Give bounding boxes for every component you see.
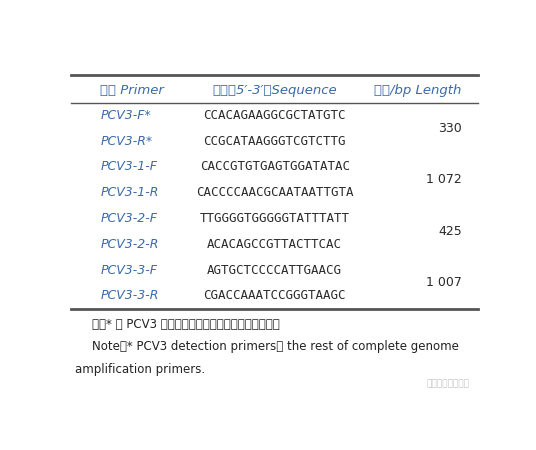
Text: CCGCATAAGGGTCGTCTTG: CCGCATAAGGGTCGTCTTG	[204, 135, 346, 148]
Text: PCV3-R*: PCV3-R*	[100, 135, 152, 148]
Text: CACCCCAACGCAATAATTGTA: CACCCCAACGCAATAATTGTA	[196, 186, 353, 199]
Text: PCV3-2-R: PCV3-2-R	[100, 238, 159, 251]
Text: 1 007: 1 007	[426, 276, 461, 289]
Text: amplification primers.: amplification primers.	[75, 363, 205, 376]
Text: ACACAGCCGTTACTTCAC: ACACAGCCGTTACTTCAC	[207, 238, 342, 251]
Text: PCV3-2-F: PCV3-2-F	[100, 212, 157, 225]
Text: 母猪母似天下之猪: 母猪母似天下之猪	[427, 379, 470, 388]
Text: PCV3-3-R: PCV3-3-R	[100, 289, 159, 302]
Text: PCV3-1-R: PCV3-1-R	[100, 186, 159, 199]
Text: 1 072: 1 072	[426, 173, 461, 186]
Text: PCV3-1-F: PCV3-1-F	[100, 161, 157, 173]
Text: 425: 425	[438, 225, 461, 238]
Text: CCACAGAAGGCGCTATGTC: CCACAGAAGGCGCTATGTC	[204, 109, 346, 122]
Text: 序列（5′-3′）Sequence: 序列（5′-3′）Sequence	[212, 84, 337, 97]
Text: TTGGGGTGGGGGTATTTATT: TTGGGGTGGGGGTATTTATT	[200, 212, 349, 225]
Text: 引物 Primer: 引物 Primer	[100, 84, 164, 97]
Text: CACCGTGTGAGTGGATATAC: CACCGTGTGAGTGGATATAC	[200, 161, 349, 173]
Text: PCV3-F*: PCV3-F*	[100, 109, 151, 122]
Text: 注：* 为 PCV3 检测引物，其余的为全基因扩增引物。: 注：* 为 PCV3 检测引物，其余的为全基因扩增引物。	[92, 318, 280, 331]
Text: AGTGCTCCCCATTGAACG: AGTGCTCCCCATTGAACG	[207, 264, 342, 276]
Text: PCV3-3-F: PCV3-3-F	[100, 264, 157, 276]
Text: Note；* PCV3 detection primers， the rest of complete genome: Note；* PCV3 detection primers， the rest …	[92, 340, 459, 353]
Text: 330: 330	[438, 122, 461, 135]
Text: 长度/bp Length: 长度/bp Length	[374, 84, 461, 97]
Text: CGACCAAATCCGGGTAAGC: CGACCAAATCCGGGTAAGC	[204, 289, 346, 302]
